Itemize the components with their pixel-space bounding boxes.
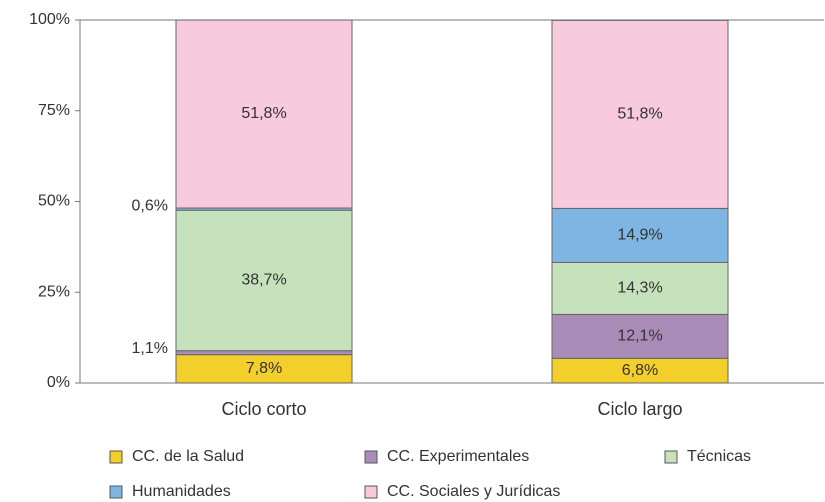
bar-segment — [175, 209, 353, 352]
value-label: 14,3% — [617, 280, 662, 297]
value-label: 7,8% — [246, 360, 282, 377]
legend-swatch — [364, 485, 378, 499]
value-label: 51,8% — [241, 105, 286, 122]
legend-swatch — [109, 485, 123, 499]
legend-label: CC. Experimentales — [387, 448, 529, 465]
bar-segment — [551, 357, 729, 384]
legend-label: Técnicas — [687, 448, 751, 465]
legend-label: CC. Sociales y Jurídicas — [387, 483, 560, 500]
legend-swatch — [364, 450, 378, 464]
legend-swatch — [664, 450, 678, 464]
x-tick-label: Ciclo corto — [221, 399, 306, 419]
y-tick-label: 75% — [38, 102, 70, 119]
legend-swatch — [109, 450, 123, 464]
value-label: 1,1% — [132, 340, 168, 357]
value-label: 6,8% — [622, 362, 658, 379]
value-label: 12,1% — [617, 328, 662, 345]
bar-segment — [175, 354, 353, 384]
y-tick-label: 50% — [38, 193, 70, 210]
bar-segment — [551, 207, 729, 263]
bar-segment — [175, 350, 353, 356]
bar-segment — [551, 313, 729, 359]
value-label: 51,8% — [617, 106, 662, 123]
y-tick-label: 0% — [47, 374, 70, 391]
bar-segment — [551, 261, 729, 315]
bar-segment — [551, 19, 729, 209]
bar-segment — [175, 19, 353, 209]
value-label: 38,7% — [241, 272, 286, 289]
y-tick-label: 100% — [29, 11, 70, 28]
y-tick-label: 25% — [38, 283, 70, 300]
legend-label: CC. de la Salud — [132, 448, 244, 465]
legend-label: Humanidades — [132, 483, 231, 500]
value-label: 0,6% — [132, 197, 168, 214]
value-label: 14,9% — [617, 227, 662, 244]
x-tick-label: Ciclo largo — [597, 399, 682, 419]
